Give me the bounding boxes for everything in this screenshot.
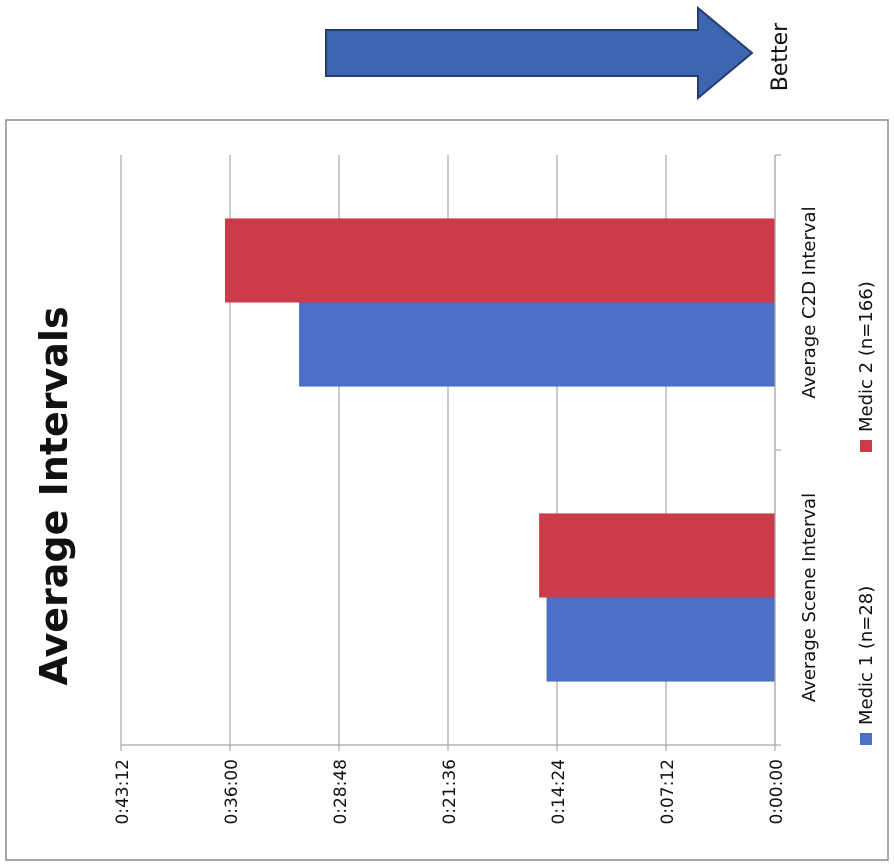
- bars: [224, 218, 776, 682]
- legend: Medic 1 (n=28) Medic 2 (n=166): [856, 281, 877, 745]
- better-label: Better: [768, 22, 793, 91]
- value-tick-label: 0:43:12: [113, 759, 133, 825]
- bar-medic-2: [539, 513, 775, 598]
- legend-swatch-medic-1: [860, 733, 872, 745]
- bar-medic-1: [299, 302, 775, 387]
- value-tick-label: 0:21:36: [440, 759, 460, 825]
- chart-title: Average Intervals: [32, 306, 76, 685]
- value-tick-label: 0:00:00: [767, 759, 787, 825]
- value-tick-label: 0:36:00: [222, 759, 242, 825]
- category-label: Average C2D Interval: [799, 206, 820, 398]
- legend-label: Medic 1 (n=28): [856, 586, 877, 725]
- category-label: Average Scene Interval: [799, 493, 820, 702]
- value-tick-label: 0:14:24: [549, 759, 569, 825]
- value-axis: 0:00:00 0:07:12 0:14:24 0:21:36 0:28:48 0:36:…: [113, 744, 787, 825]
- value-tick-label: 0:07:12: [658, 759, 678, 825]
- legend-swatch-medic-2: [860, 440, 872, 452]
- value-tick-label: 0:28:48: [331, 759, 351, 825]
- category-axis: Average Scene Interval Average C2D Interv…: [774, 154, 820, 746]
- legend-label: Medic 2 (n=166): [856, 281, 877, 432]
- bar-medic-1: [546, 597, 775, 682]
- bar-medic-2: [224, 218, 776, 303]
- better-arrow-icon: [325, 5, 754, 101]
- better-annotation: Better: [325, 5, 793, 101]
